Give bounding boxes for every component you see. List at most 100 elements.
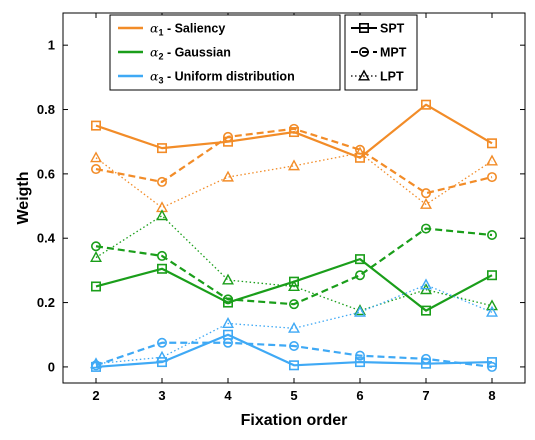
data-point: [222, 170, 234, 182]
legend-alpha-label: α2 - Gaussian: [150, 45, 231, 62]
data-point: [420, 278, 432, 290]
data-point: [91, 281, 102, 292]
legend-alpha: α1 - Saliency α2 - Gaussian α3 - Uniform d…: [109, 14, 341, 91]
series-line: [95, 341, 493, 369]
series-alpha2-lpt: [90, 209, 498, 316]
legend-style-label: MPT: [380, 46, 407, 60]
y-tick-label: 0.8: [37, 102, 55, 117]
data-point: [288, 321, 300, 333]
y-tick-label: 0.6: [37, 166, 55, 181]
data-point: [354, 305, 366, 317]
x-tick-label: 8: [488, 388, 495, 403]
data-point: [354, 350, 365, 361]
data-point: [157, 143, 168, 154]
legend-alpha-entry: α2 - Gaussian: [118, 45, 231, 62]
series-line: [95, 227, 493, 306]
series-alpha1-spt: [91, 99, 497, 163]
data-point: [90, 251, 102, 263]
data-point: [354, 146, 366, 158]
data-point: [288, 360, 299, 371]
data-point: [486, 305, 498, 317]
data-point: [486, 230, 497, 241]
data-point: [91, 164, 102, 175]
legend-style-entry: MPT: [351, 46, 407, 60]
series-alpha3-mpt: [91, 337, 497, 372]
data-point: [486, 299, 498, 311]
legend-style-marker: [358, 22, 369, 33]
data-point: [157, 263, 168, 274]
y-tick-label: 0.4: [37, 231, 56, 246]
data-point: [354, 144, 365, 155]
legend-style-marker: [358, 46, 369, 57]
series-line: [95, 127, 493, 195]
data-point: [288, 340, 299, 351]
legend-style-label: LPT: [380, 70, 404, 84]
x-tick-label: 5: [290, 388, 297, 403]
y-tick-label: 0: [48, 359, 55, 374]
data-point: [222, 317, 234, 328]
data-point: [354, 357, 365, 368]
data-point: [157, 250, 168, 261]
data-point: [157, 176, 168, 187]
series-alpha2-spt: [91, 254, 497, 316]
data-point: [486, 154, 498, 166]
legend-alpha-entry: α1 - Saliency: [118, 21, 225, 38]
legend-style-marker: [358, 69, 370, 81]
legend-alpha-entry: α3 - Uniform distribution: [118, 69, 295, 86]
series-line: [95, 103, 493, 159]
data-point: [420, 188, 431, 199]
series-line: [95, 215, 493, 312]
data-point: [420, 197, 432, 209]
legend-alpha-label: α3 - Uniform distribution: [150, 69, 295, 86]
legend-style-entry: SPT: [351, 22, 405, 36]
x-tick-label: 7: [422, 388, 429, 403]
data-point: [486, 172, 497, 183]
data-point: [223, 131, 234, 142]
data-point: [486, 270, 497, 281]
data-point: [223, 294, 234, 305]
data-point: [486, 361, 497, 372]
series-line: [95, 258, 493, 312]
data-point: [222, 273, 234, 285]
data-point: [420, 99, 431, 110]
legend-style-label: SPT: [380, 22, 405, 36]
data-point: [223, 337, 234, 348]
y-tick-label: 1: [48, 38, 55, 53]
data-point: [91, 241, 102, 252]
data-point: [420, 305, 431, 316]
data-point: [354, 254, 365, 265]
data-point: [288, 159, 300, 171]
series-layer: [90, 99, 498, 372]
series-alpha1-mpt: [91, 123, 497, 199]
data-point: [420, 223, 431, 234]
y-tick-label: 0.2: [37, 295, 55, 310]
data-point: [90, 357, 102, 369]
legend-style-entry: LPT: [351, 70, 404, 84]
y-axis-title: Weigth: [15, 171, 32, 224]
series-alpha3-lpt: [90, 278, 498, 369]
x-tick-label: 3: [158, 388, 165, 403]
data-point: [420, 353, 431, 364]
x-tick-label: 6: [356, 388, 363, 403]
x-axis-title: Fixation order: [241, 412, 348, 429]
data-point: [354, 304, 366, 316]
data-point: [288, 123, 299, 134]
legend-alpha-label: α1 - Saliency: [150, 21, 225, 38]
data-point: [91, 120, 102, 131]
x-tick-label: 2: [92, 388, 99, 403]
data-point: [288, 280, 300, 291]
data-point: [157, 357, 168, 368]
series-alpha1-lpt: [90, 146, 498, 213]
data-point: [156, 350, 168, 362]
legend-style: SPT MPT LPT: [344, 14, 418, 91]
data-point: [90, 151, 102, 163]
data-point: [486, 138, 497, 149]
ticks-layer: 2 3 4 5 6 7 8 0 0.2 0.4 0.6 0.8 1: [37, 13, 525, 403]
x-tick-label: 4: [224, 388, 232, 403]
data-point: [157, 337, 168, 348]
data-point: [288, 299, 299, 310]
data-point: [354, 270, 365, 281]
data-point: [156, 209, 168, 221]
